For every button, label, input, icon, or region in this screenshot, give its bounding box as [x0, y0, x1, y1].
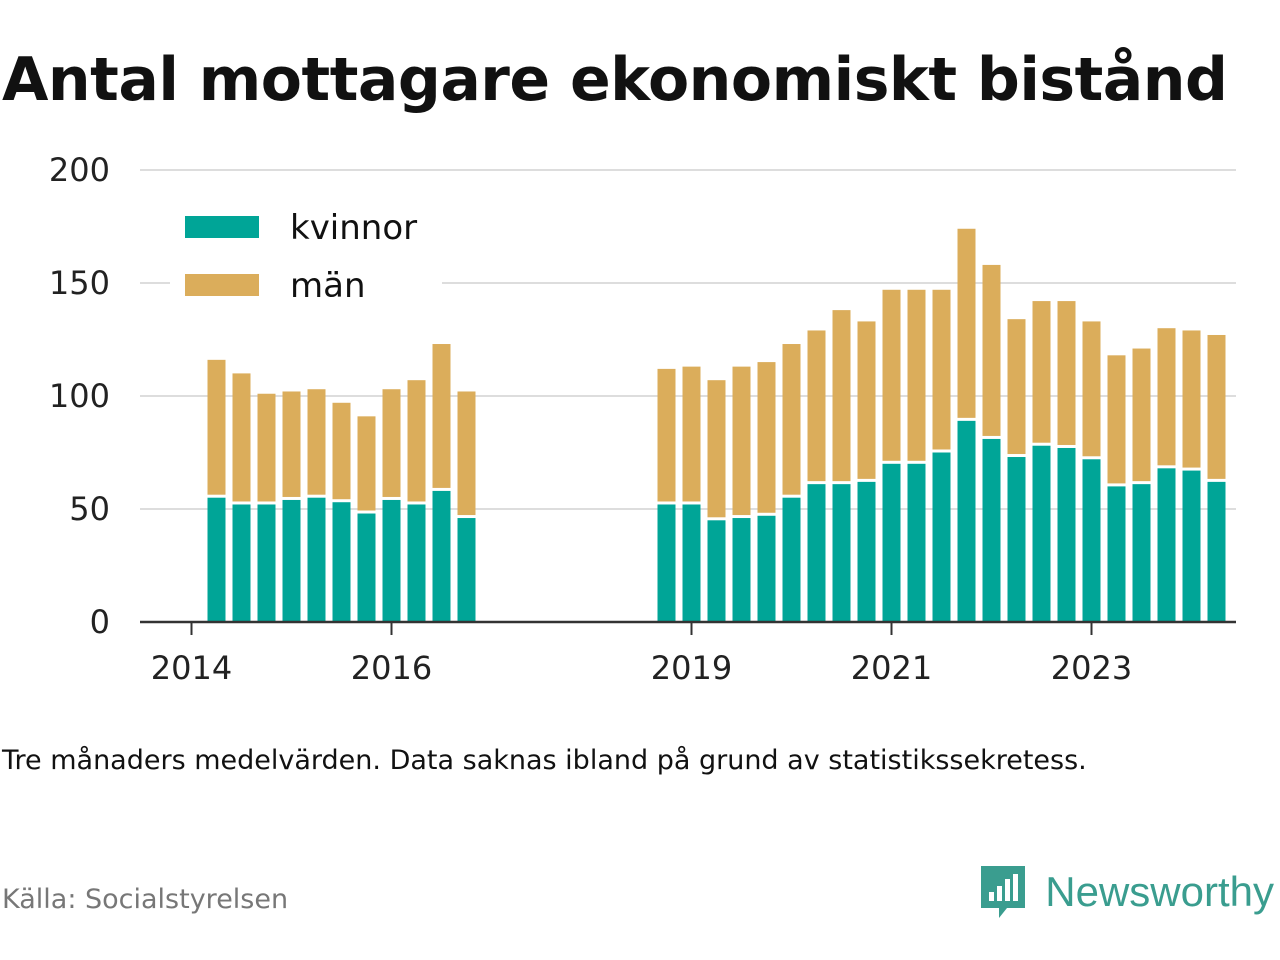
- bar-kvinnor: [382, 499, 401, 622]
- bar-kvinnor: [407, 504, 426, 622]
- bar-man: [1157, 328, 1176, 466]
- brand-name: Newsworthy: [1045, 868, 1274, 915]
- y-tick-label: 50: [69, 490, 110, 528]
- bar-kvinnor: [357, 513, 376, 622]
- bar-man: [1057, 301, 1076, 445]
- legend-swatch-kvinnor: [185, 216, 259, 238]
- chart-title: Antal mottagare ekonomiskt bistånd: [2, 45, 1228, 115]
- bar-kvinnor: [1132, 484, 1151, 622]
- bar-man: [232, 373, 251, 502]
- y-axis: 0 50 100 150 200: [49, 151, 110, 641]
- bar-kvinnor: [757, 515, 776, 622]
- x-tick-label: 2021: [851, 649, 932, 687]
- bar-man: [1182, 330, 1201, 468]
- chart-note: Tre månaders medelvärden. Data saknas ib…: [2, 745, 1087, 776]
- bar-kvinnor: [457, 518, 476, 622]
- bar-kvinnor: [207, 497, 226, 622]
- y-tick-label: 200: [49, 151, 110, 189]
- bar-man: [882, 289, 901, 461]
- bar-kvinnor: [1107, 486, 1126, 622]
- bar-man: [432, 344, 451, 488]
- bar-man: [382, 389, 401, 497]
- bar-man: [1107, 355, 1126, 484]
- bar-man: [457, 391, 476, 516]
- bar-man: [407, 380, 426, 502]
- bar-man: [1032, 301, 1051, 443]
- x-axis: 2014 2016 2019 2021 2023: [140, 620, 1236, 687]
- bar-man: [307, 389, 326, 495]
- bar-kvinnor: [1182, 470, 1201, 622]
- bar-kvinnor: [807, 484, 826, 622]
- bar-kvinnor: [882, 463, 901, 622]
- bar-man: [932, 289, 951, 450]
- bar-kvinnor: [1157, 468, 1176, 622]
- y-tick-label: 100: [49, 377, 110, 415]
- y-tick-label: 150: [49, 264, 110, 302]
- x-tick-label: 2023: [1051, 649, 1132, 687]
- bar-man: [957, 228, 976, 418]
- legend-swatch-man: [185, 274, 259, 296]
- bar-kvinnor: [332, 502, 351, 622]
- bar-kvinnor: [432, 490, 451, 622]
- bar-man: [857, 321, 876, 479]
- bar-man: [732, 366, 751, 516]
- bar-kvinnor: [832, 484, 851, 622]
- bar-man: [1007, 319, 1026, 455]
- bar-man: [332, 402, 351, 500]
- bar-man: [832, 310, 851, 482]
- bar-kvinnor: [982, 438, 1001, 622]
- bar-man: [982, 264, 1001, 436]
- y-tick-label: 0: [90, 603, 110, 641]
- bar-kvinnor: [957, 420, 976, 622]
- legend-label-kvinnor: kvinnor: [290, 208, 417, 248]
- bar-man: [707, 380, 726, 518]
- bar-kvinnor: [1007, 457, 1026, 622]
- bar-man: [682, 366, 701, 502]
- x-tick-label: 2019: [651, 649, 732, 687]
- bar-kvinnor: [782, 497, 801, 622]
- bar-man: [807, 330, 826, 482]
- x-tick-label: 2016: [351, 649, 432, 687]
- bar-kvinnor: [1032, 445, 1051, 622]
- bar-kvinnor: [657, 504, 676, 622]
- bar-kvinnor: [682, 504, 701, 622]
- bar-man: [757, 362, 776, 513]
- bar-man: [657, 368, 676, 502]
- bar-man: [1207, 334, 1226, 479]
- bar-man: [207, 359, 226, 495]
- bar-kvinnor: [257, 504, 276, 622]
- bar-man: [282, 391, 301, 497]
- bar-man: [357, 416, 376, 511]
- stacked-bar-chart: 0 50 100 150 200 2014 2016 2019 2021 2023 kvinno…: [49, 151, 1236, 687]
- bar-kvinnor: [282, 499, 301, 622]
- legend-label-man: män: [290, 266, 366, 306]
- bar-man: [257, 393, 276, 502]
- bar-kvinnor: [232, 504, 251, 622]
- newsworthy-logo-icon: [981, 866, 1026, 918]
- bar-kvinnor: [1057, 447, 1076, 622]
- bar-man: [1132, 348, 1151, 482]
- bars: [207, 228, 1226, 622]
- bar-kvinnor: [857, 481, 876, 622]
- bar-kvinnor: [732, 518, 751, 622]
- source-label: Källa: Socialstyrelsen: [2, 884, 289, 915]
- bar-kvinnor: [1082, 459, 1101, 622]
- brand-logo[interactable]: Newsworthy: [977, 862, 1274, 922]
- bar-kvinnor: [1207, 481, 1226, 622]
- bar-man: [782, 344, 801, 495]
- legend: kvinnor män: [170, 198, 442, 308]
- bar-kvinnor: [707, 520, 726, 622]
- x-tick-label: 2014: [151, 649, 232, 687]
- bar-kvinnor: [307, 497, 326, 622]
- bar-man: [907, 289, 926, 461]
- bar-kvinnor: [907, 463, 926, 622]
- bar-kvinnor: [932, 452, 951, 622]
- bar-man: [1082, 321, 1101, 457]
